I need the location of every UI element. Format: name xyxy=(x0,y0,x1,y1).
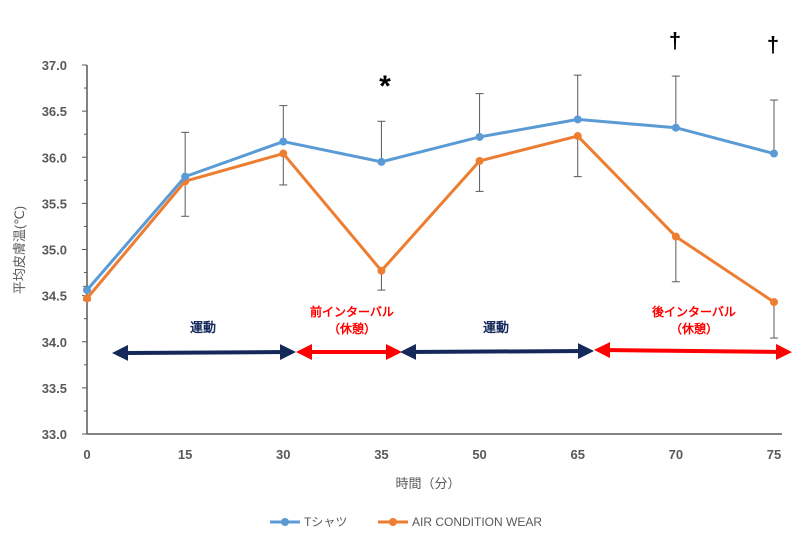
data-point-air-condition-wear xyxy=(475,156,484,165)
x-tick-label: 15 xyxy=(178,447,192,462)
significance-mark-75: † xyxy=(767,32,779,57)
y-tick-label: 34.0 xyxy=(42,335,67,350)
significance-mark-35: * xyxy=(379,70,391,103)
data-point-air-condition-wear xyxy=(279,149,288,158)
series-line-tshirt xyxy=(85,117,775,292)
data-point-tshirt xyxy=(475,132,484,141)
data-point-tshirt xyxy=(377,157,386,166)
exercise-label-1: 運動 xyxy=(190,320,216,335)
exercise-arrow-1 xyxy=(112,344,296,361)
significance-mark-70: † xyxy=(669,28,681,53)
data-point-tshirt xyxy=(279,137,288,146)
data-point-tshirt xyxy=(181,172,190,181)
y-axis-title: 平均皮膚温(℃) xyxy=(12,206,27,294)
y-tick-label: 36.0 xyxy=(42,150,67,165)
y-tick-label: 37.0 xyxy=(42,58,67,73)
data-point-tshirt xyxy=(83,286,91,295)
phase-annotations: 運動 前インターバル （休憩） 運動 後インターバル （休憩） * † † xyxy=(112,28,792,361)
x-tick-label: 50 xyxy=(472,447,486,462)
data-point-tshirt xyxy=(671,123,680,132)
post-interval-arrow xyxy=(594,342,792,360)
y-tick-label: 35.5 xyxy=(42,196,67,211)
data-point-air-condition-wear xyxy=(377,266,386,275)
data-point-air-condition-wear xyxy=(671,232,680,241)
legend-label-air-condition-wear: AIR CONDITION WEAR xyxy=(412,515,542,529)
data-point-air-condition-wear xyxy=(83,294,91,303)
x-tick-label: 75 xyxy=(767,447,781,462)
pre-interval-rest-label: （休憩） xyxy=(328,321,376,336)
data-point-tshirt xyxy=(573,115,582,124)
y-tick-label: 33.5 xyxy=(42,381,67,396)
post-interval-rest-label: （休憩） xyxy=(670,321,718,336)
x-tick-label: 65 xyxy=(570,447,584,462)
legend-item-air-condition-wear: AIR CONDITION WEAR xyxy=(378,515,542,529)
data-point-air-condition-wear xyxy=(573,132,582,141)
y-tick-label: 33.0 xyxy=(42,427,67,442)
x-axis-title: 時間（分） xyxy=(395,476,460,491)
legend-item-tshirt: Tシャツ xyxy=(270,515,347,529)
exercise-arrow-2 xyxy=(400,343,594,360)
y-tick-label: 36.5 xyxy=(42,104,67,119)
legend-label-tshirt: Tシャツ xyxy=(304,515,347,529)
data-point-tshirt xyxy=(770,149,778,158)
y-tick-label: 34.5 xyxy=(42,289,67,304)
y-tick-label: 35.0 xyxy=(42,243,67,258)
data-point-air-condition-wear xyxy=(770,298,778,307)
series-line-air-condition-wear xyxy=(85,134,775,304)
x-tick-label: 0 xyxy=(83,447,90,462)
post-interval-label: 後インターバル xyxy=(652,304,736,319)
exercise-label-2: 運動 xyxy=(483,320,509,335)
pre-interval-label: 前インターバル xyxy=(310,304,394,319)
x-tick-label: 35 xyxy=(374,447,388,462)
legend: Tシャツ AIR CONDITION WEAR xyxy=(270,515,542,529)
x-tick-label: 70 xyxy=(669,447,683,462)
x-tick-label: 30 xyxy=(276,447,290,462)
